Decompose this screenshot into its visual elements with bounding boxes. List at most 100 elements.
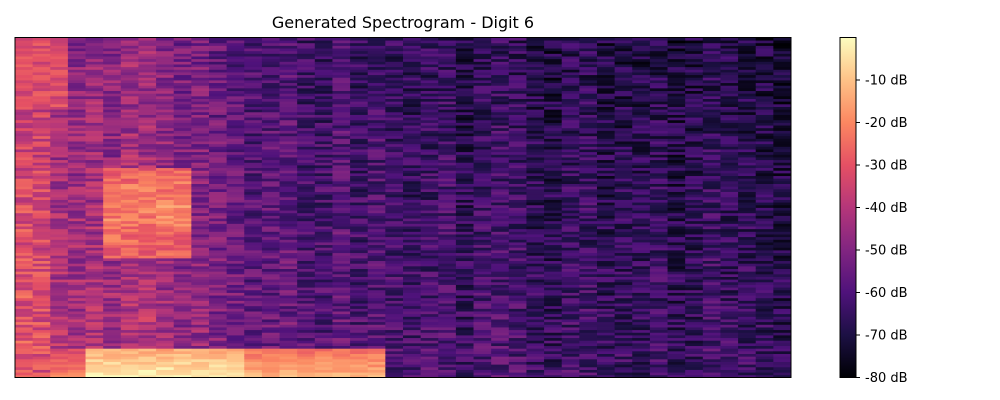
heatmap-cell bbox=[191, 327, 210, 331]
heatmap-cell bbox=[544, 133, 563, 137]
heatmap-cell bbox=[191, 141, 210, 145]
heatmap-cell bbox=[367, 207, 386, 211]
heatmap-cell bbox=[156, 260, 175, 264]
heatmap-cell bbox=[261, 356, 280, 360]
heatmap-cell bbox=[632, 345, 651, 349]
heatmap-cell bbox=[50, 178, 69, 182]
heatmap-cell bbox=[50, 58, 69, 62]
heatmap-cell bbox=[420, 122, 439, 126]
heatmap-cell bbox=[614, 335, 633, 339]
heatmap-cell bbox=[438, 316, 457, 320]
heatmap-cell bbox=[244, 305, 263, 309]
heatmap-cell bbox=[473, 114, 492, 118]
heatmap-cell bbox=[32, 276, 51, 280]
heatmap-cell bbox=[350, 82, 369, 86]
heatmap-cell bbox=[385, 175, 404, 179]
heatmap-cell bbox=[508, 151, 527, 155]
heatmap-cell bbox=[120, 207, 139, 211]
heatmap-cell bbox=[614, 316, 633, 320]
heatmap-cell bbox=[367, 167, 386, 171]
heatmap-cell bbox=[455, 77, 474, 81]
heatmap-cell bbox=[297, 321, 316, 325]
heatmap-cell bbox=[403, 98, 422, 102]
heatmap-cell bbox=[367, 337, 386, 341]
heatmap-cell bbox=[597, 210, 616, 214]
heatmap-cell bbox=[156, 127, 175, 131]
heatmap-cell bbox=[261, 151, 280, 155]
heatmap-cell bbox=[244, 353, 263, 357]
heatmap-cell bbox=[526, 226, 545, 230]
heatmap-cell bbox=[508, 114, 527, 118]
heatmap-cell bbox=[173, 146, 192, 150]
heatmap-cell bbox=[191, 154, 210, 158]
heatmap-cell bbox=[120, 316, 139, 320]
heatmap-cell bbox=[579, 101, 598, 105]
heatmap-cell bbox=[191, 50, 210, 54]
heatmap-cell bbox=[438, 53, 457, 57]
heatmap-cell bbox=[526, 321, 545, 325]
heatmap-cell bbox=[191, 236, 210, 240]
heatmap-cell bbox=[544, 236, 563, 240]
heatmap-cell bbox=[173, 138, 192, 142]
heatmap-cell bbox=[438, 300, 457, 304]
heatmap-cell bbox=[85, 279, 104, 283]
heatmap-cell bbox=[332, 188, 351, 192]
heatmap-cell bbox=[473, 313, 492, 317]
heatmap-cell bbox=[244, 114, 263, 118]
heatmap-cell bbox=[508, 316, 527, 320]
heatmap-cell bbox=[455, 103, 474, 107]
heatmap-cell bbox=[350, 366, 369, 370]
heatmap-cell bbox=[138, 138, 157, 142]
heatmap-cell bbox=[191, 77, 210, 81]
heatmap-cell bbox=[526, 157, 545, 161]
heatmap-cell bbox=[226, 303, 245, 307]
heatmap-cell bbox=[261, 263, 280, 267]
heatmap-cell bbox=[561, 212, 580, 216]
heatmap-cell bbox=[473, 287, 492, 291]
heatmap-cell bbox=[50, 93, 69, 97]
heatmap-cell bbox=[138, 316, 157, 320]
heatmap-cell bbox=[297, 175, 316, 179]
heatmap-cell bbox=[597, 311, 616, 315]
heatmap-cell bbox=[385, 196, 404, 200]
heatmap-cell bbox=[50, 37, 69, 41]
heatmap-cell bbox=[32, 252, 51, 256]
heatmap-cell bbox=[50, 242, 69, 246]
heatmap-cell bbox=[244, 329, 263, 333]
heatmap-cell bbox=[279, 234, 298, 238]
heatmap-cell bbox=[579, 133, 598, 137]
heatmap-cell bbox=[32, 199, 51, 203]
heatmap-cell bbox=[226, 300, 245, 304]
heatmap-cell bbox=[50, 183, 69, 187]
heatmap-cell bbox=[209, 281, 228, 285]
heatmap-cell bbox=[244, 149, 263, 153]
heatmap-cell bbox=[508, 61, 527, 65]
heatmap-cell bbox=[120, 329, 139, 333]
heatmap-cell bbox=[420, 268, 439, 272]
heatmap-cell bbox=[297, 172, 316, 177]
heatmap-cell bbox=[15, 265, 34, 269]
heatmap-cell bbox=[120, 223, 139, 227]
heatmap-cell bbox=[209, 210, 228, 214]
heatmap-cell bbox=[50, 335, 69, 339]
heatmap-cell bbox=[261, 162, 280, 166]
heatmap-cell bbox=[420, 196, 439, 200]
heatmap-cell bbox=[67, 186, 86, 190]
heatmap-cell bbox=[261, 117, 280, 121]
heatmap-cell bbox=[491, 281, 510, 285]
heatmap-cell bbox=[226, 374, 245, 378]
heatmap-cell bbox=[579, 340, 598, 344]
heatmap-cell bbox=[667, 329, 686, 333]
heatmap-cell bbox=[15, 300, 34, 304]
heatmap-cell bbox=[403, 239, 422, 243]
heatmap-cell bbox=[103, 111, 122, 115]
heatmap-cell bbox=[120, 340, 139, 344]
heatmap-cell bbox=[173, 313, 192, 317]
heatmap-cell bbox=[473, 250, 492, 254]
heatmap-cell bbox=[420, 244, 439, 248]
heatmap-cell bbox=[85, 186, 104, 190]
heatmap-cell bbox=[332, 226, 351, 230]
heatmap-cell bbox=[508, 122, 527, 126]
heatmap-cell bbox=[544, 114, 563, 118]
heatmap-cell bbox=[244, 271, 263, 275]
